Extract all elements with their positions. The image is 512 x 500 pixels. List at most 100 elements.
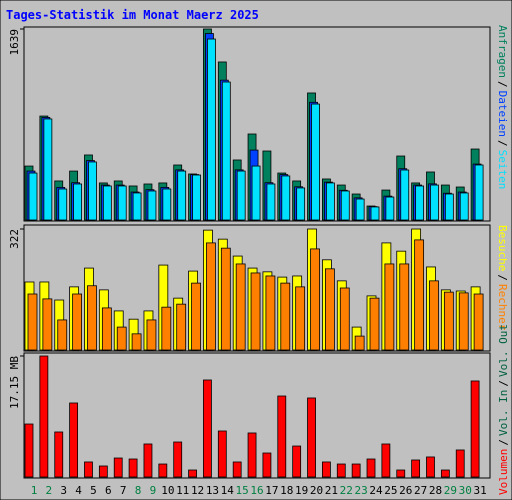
bar — [384, 263, 395, 351]
bar — [39, 355, 49, 478]
bar — [325, 182, 335, 221]
x-tick-label: 4 — [75, 484, 82, 497]
bar — [235, 263, 246, 351]
x-tick-label: 25 — [384, 484, 397, 497]
bar — [430, 184, 439, 221]
x-tick-label: 8 — [135, 484, 142, 497]
legend-separator: / — [497, 380, 510, 387]
bar — [188, 469, 197, 478]
x-tick-label: 31 — [473, 484, 486, 497]
legend-entry: Vol. Out — [497, 324, 510, 377]
bar — [24, 423, 34, 478]
x-tick-label: 18 — [280, 484, 293, 497]
bar — [355, 198, 365, 221]
bar — [251, 165, 261, 221]
bar — [473, 293, 484, 351]
bar — [69, 402, 79, 478]
x-tick-label: 26 — [399, 484, 412, 497]
bar — [321, 461, 331, 478]
bar — [444, 193, 454, 221]
bar — [307, 397, 316, 478]
legend-entry: Volumen — [497, 449, 510, 495]
bar — [88, 161, 97, 221]
bar — [336, 463, 346, 478]
x-tick-label: 13 — [206, 484, 219, 497]
x-tick-label: 28 — [429, 484, 442, 497]
x-tick-label: 21 — [325, 484, 338, 497]
legend-entry: Anfragen — [496, 25, 509, 78]
bar — [414, 239, 425, 351]
bar — [250, 272, 261, 351]
bar — [311, 103, 320, 221]
bar — [207, 38, 216, 221]
legend: Anfragen / Dateien / Seiten — [496, 25, 509, 189]
bar — [474, 164, 484, 221]
bar — [116, 326, 127, 351]
bar — [370, 206, 380, 221]
x-tick-label: 15 — [236, 484, 249, 497]
bar — [324, 268, 335, 351]
bar — [411, 459, 421, 478]
bar — [369, 297, 380, 351]
legend: Besuche / Rechner — [496, 225, 509, 331]
bar — [54, 431, 64, 478]
x-tick-label: 7 — [120, 484, 127, 497]
bar — [27, 293, 38, 351]
bar — [280, 282, 291, 351]
bar — [400, 169, 410, 221]
x-tick-label: 11 — [176, 484, 189, 497]
chart-title: Tages-Statistik im Monat Maerz 2025 — [6, 8, 259, 22]
bar — [131, 333, 142, 351]
bar — [443, 291, 454, 351]
legend-separator: / — [496, 81, 509, 88]
bar — [236, 170, 246, 221]
bar — [247, 432, 257, 478]
bar — [295, 286, 306, 351]
bar — [117, 185, 127, 221]
bar — [429, 280, 439, 351]
bar — [177, 170, 187, 221]
x-tick-label: 2 — [46, 484, 53, 497]
bar — [399, 263, 410, 351]
bar — [146, 319, 157, 351]
x-tick-label: 20 — [310, 484, 323, 497]
bar — [191, 282, 201, 351]
legend-entry: Seiten — [496, 150, 509, 190]
bar — [128, 458, 138, 478]
x-tick-label: 30 — [459, 484, 472, 497]
bar — [162, 188, 172, 221]
bar — [147, 190, 157, 221]
bar — [232, 461, 242, 478]
bar — [396, 469, 406, 478]
bar — [132, 192, 142, 221]
legend-separator: / — [496, 140, 509, 147]
panel — [23, 352, 491, 479]
bar — [426, 456, 435, 478]
x-tick-label: 27 — [414, 484, 427, 497]
legend-separator: / — [497, 439, 510, 446]
bar — [143, 443, 153, 478]
bar — [354, 335, 365, 351]
bar — [262, 452, 272, 478]
x-tick-label: 9 — [150, 484, 157, 497]
bar — [58, 188, 68, 221]
legend-entry: Rechner — [496, 284, 509, 331]
bar — [158, 463, 168, 478]
bar — [28, 172, 38, 221]
bar — [340, 190, 350, 221]
y-tick-label: 1639 — [8, 29, 21, 56]
bar — [42, 298, 53, 351]
bar — [203, 379, 212, 478]
x-tick-label: 17 — [265, 484, 278, 497]
bar — [102, 185, 112, 221]
bar — [101, 307, 112, 351]
bar — [173, 441, 183, 478]
bar — [440, 469, 450, 478]
bar — [265, 275, 276, 351]
x-tick-label: 19 — [295, 484, 308, 497]
bar — [296, 187, 306, 221]
bar — [281, 175, 291, 221]
legend-entry: Dateien — [496, 91, 509, 137]
bar — [206, 242, 216, 351]
